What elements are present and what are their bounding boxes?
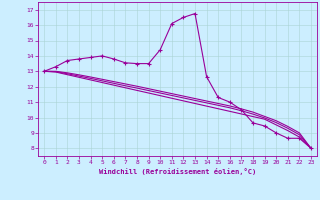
X-axis label: Windchill (Refroidissement éolien,°C): Windchill (Refroidissement éolien,°C) [99, 168, 256, 175]
